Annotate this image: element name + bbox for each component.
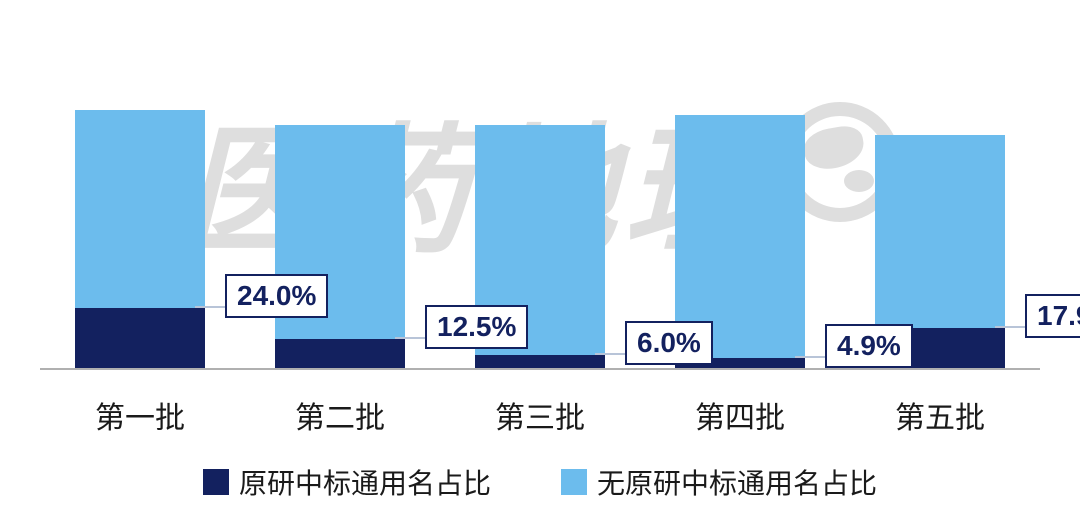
legend-swatch-light (561, 469, 587, 495)
data-label: 6.0% (625, 321, 713, 365)
chart-area: 医药地理 24.0%12.5%6.0%4.9%17.9% 第一批第二批第三批第四… (0, 0, 1080, 514)
x-baseline (40, 368, 1040, 370)
bar-segment-light (75, 110, 205, 308)
leader-line (995, 326, 1025, 328)
x-axis-label: 第四批 (675, 393, 805, 437)
legend-item-dark: 原研中标通用名占比 (203, 462, 491, 502)
stacked-bar (275, 125, 405, 370)
bar-segment-dark (275, 339, 405, 370)
bar-group: 4.9% (675, 30, 805, 370)
leader-line (195, 306, 225, 308)
bar-segment-dark (75, 308, 205, 370)
x-axis-label: 第二批 (275, 393, 405, 437)
legend: 原研中标通用名占比 无原研中标通用名占比 (0, 462, 1080, 502)
data-label: 4.9% (825, 324, 913, 368)
bar-segment-light (875, 135, 1005, 328)
x-axis-label: 第五批 (875, 393, 1005, 437)
bar-group: 17.9% (875, 30, 1005, 370)
stacked-bar (75, 110, 205, 370)
data-label: 12.5% (425, 305, 528, 349)
leader-line (395, 337, 425, 339)
legend-swatch-dark (203, 469, 229, 495)
legend-label-light: 无原研中标通用名占比 (597, 462, 877, 502)
data-label: 24.0% (225, 274, 328, 318)
x-axis: 第一批 第二批 第三批 第四批 第五批 (40, 380, 1040, 450)
plot-region: 24.0%12.5%6.0%4.9%17.9% (40, 30, 1040, 370)
data-label: 17.9% (1025, 294, 1080, 338)
leader-line (595, 353, 625, 355)
legend-label-dark: 原研中标通用名占比 (239, 462, 491, 502)
bar-group: 24.0% (75, 30, 205, 370)
bar-group: 12.5% (275, 30, 405, 370)
bar-container: 24.0%12.5%6.0%4.9%17.9% (40, 30, 1040, 370)
x-axis-label: 第一批 (75, 393, 205, 437)
leader-line (795, 356, 825, 358)
legend-item-light: 无原研中标通用名占比 (561, 462, 877, 502)
x-axis-label: 第三批 (475, 393, 605, 437)
